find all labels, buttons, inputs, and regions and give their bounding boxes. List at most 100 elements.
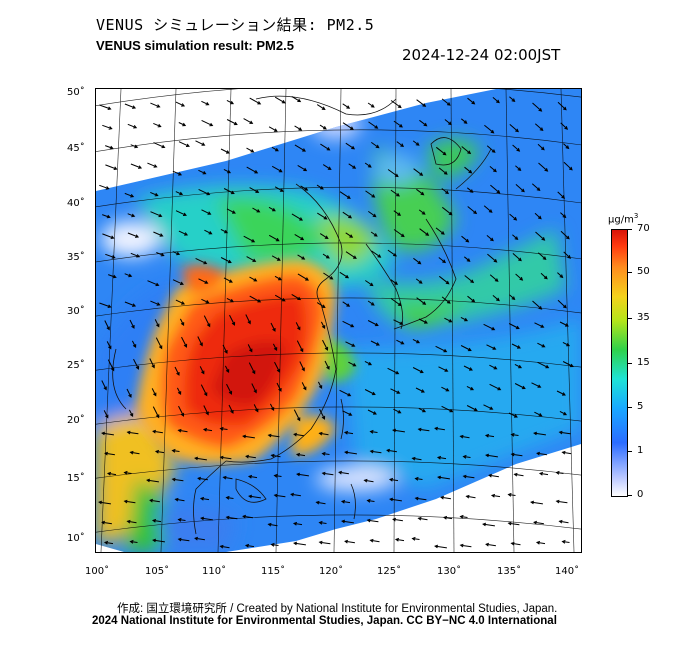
wind-arrow (466, 385, 475, 391)
wind-arrow (532, 300, 543, 310)
wind-arrow (418, 209, 426, 215)
wind-arrow (106, 341, 112, 350)
wind-arrow (515, 273, 524, 281)
graticule (96, 89, 581, 552)
wind-arrow (414, 476, 423, 481)
wind-arrow (294, 233, 305, 241)
wind-arrow (294, 144, 306, 152)
wind-arrow (460, 345, 472, 352)
map-title-jp: VENUS シミュレーション結果: PM2.5 (96, 16, 375, 34)
wind-arrow (220, 257, 232, 264)
wind-arrow (341, 519, 354, 524)
wind-arrow (438, 275, 450, 285)
wind-arrow (486, 235, 494, 242)
wind-arrow (459, 514, 468, 519)
wind-arrow (127, 123, 138, 129)
wind-arrow (396, 339, 405, 345)
wind-arrow (418, 407, 427, 413)
wind-arrow (533, 431, 546, 436)
wind-arrow (345, 142, 356, 150)
wind-arrow (540, 272, 548, 280)
wind-arrow (177, 428, 188, 433)
lon-label-110: 110˚ (202, 566, 227, 577)
wind-arrow (219, 455, 232, 460)
wind-arrow (434, 426, 445, 431)
wind-arrow (559, 321, 569, 327)
wind-arrow (247, 344, 253, 353)
wind-arrow (515, 165, 522, 171)
wind-arrow (153, 122, 162, 128)
wind-arrow (151, 388, 157, 397)
wind-arrow (342, 320, 355, 328)
wind-arrow (152, 406, 160, 419)
wind-arrow (317, 212, 328, 220)
wind-arrow (367, 102, 375, 108)
wind-arrow (510, 541, 521, 546)
wind-arrow (388, 477, 399, 482)
wind-arrow (557, 299, 567, 309)
wind-arrow (366, 498, 375, 503)
wind-arrow (390, 388, 401, 394)
wind-arrow (342, 103, 351, 109)
wind-arrow (101, 520, 112, 525)
wind-arrow (124, 192, 135, 198)
wind-arrow (465, 494, 476, 499)
wind-arrow (267, 522, 278, 527)
wind-arrow (339, 191, 351, 199)
wind-arrow (319, 233, 329, 239)
wind-arrow (513, 472, 524, 477)
wind-arrow (246, 256, 257, 262)
wind-arrow (488, 473, 499, 478)
wind-arrow (174, 366, 180, 376)
lat-label-10: 10˚ (67, 533, 85, 544)
wind-arrow (248, 362, 256, 375)
wind-arrow (316, 302, 326, 308)
wind-arrow (436, 455, 447, 460)
lat-label-50: 50˚ (67, 87, 85, 98)
wind-arrow (390, 298, 402, 307)
wind-arrow (267, 433, 280, 438)
wind-arrow (339, 271, 350, 279)
wind-arrow (295, 322, 301, 331)
wind-arrow (342, 410, 353, 416)
wind-arrow (229, 314, 236, 326)
wind-arrow (252, 207, 261, 213)
wind-arrow (226, 99, 235, 105)
wind-arrow (393, 229, 405, 238)
wind-arrow (223, 188, 235, 195)
wind-arrow (172, 170, 183, 176)
wind-arrow (441, 98, 451, 106)
wind-arrow (220, 148, 230, 154)
wind-arrow (247, 474, 258, 479)
wind-arrow (512, 234, 519, 240)
wind-arrow (244, 543, 255, 548)
wind-arrow (323, 272, 334, 280)
wind-arrow (274, 186, 284, 192)
wind-arrow (411, 456, 422, 461)
wind-arrow (321, 451, 330, 456)
wind-arrow (226, 297, 235, 303)
wind-arrow (534, 322, 545, 328)
wind-arrow (444, 317, 453, 323)
wind-arrow (291, 213, 303, 221)
wind-arrow (156, 251, 165, 257)
wind-arrow (204, 229, 213, 235)
wind-arrow (102, 233, 115, 239)
wind-arrow (416, 99, 427, 107)
wind-arrow (274, 275, 282, 281)
wind-arrow (348, 361, 357, 367)
wind-arrow (242, 514, 253, 519)
wind-arrow (293, 541, 306, 546)
wind-arrow (195, 257, 208, 265)
wind-arrow (102, 214, 111, 219)
wind-arrow (319, 124, 327, 130)
wind-arrow (438, 167, 448, 175)
wind-arrow (129, 319, 135, 329)
wind-arrow (532, 102, 543, 112)
wind-arrow (243, 118, 254, 124)
wind-arrow (370, 231, 378, 237)
wind-arrow (320, 321, 326, 330)
wind-arrow (393, 408, 402, 414)
wind-arrow (178, 230, 189, 236)
wind-arrow (249, 187, 260, 193)
